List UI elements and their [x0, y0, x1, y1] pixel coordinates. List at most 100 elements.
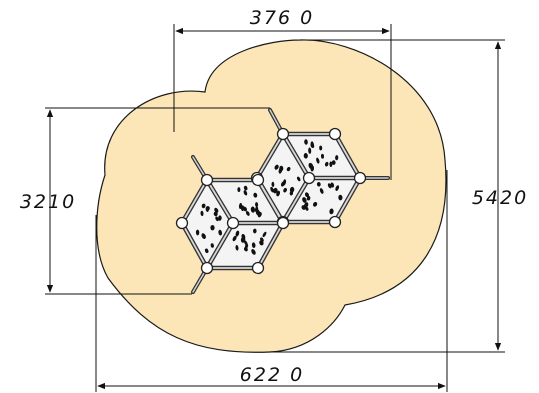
dimension-bottom-label: 622 0	[240, 364, 304, 386]
panel-dot	[205, 206, 210, 211]
panel-dot	[274, 164, 279, 170]
panel-dot	[296, 176, 301, 182]
frame-pipe-highlight	[282, 133, 310, 179]
panel-dot	[335, 185, 340, 191]
panel-dot	[283, 187, 287, 193]
panel-dot	[331, 160, 336, 165]
connector-ball	[328, 215, 342, 229]
panel-dot	[273, 187, 278, 194]
panel-dot	[218, 215, 222, 221]
dimension-bottom	[95, 170, 448, 392]
panel-dot	[270, 186, 274, 193]
panel-dot	[243, 190, 248, 196]
panel-dot	[304, 202, 309, 208]
panel-dot	[260, 237, 264, 242]
frame-pipe-highlight	[206, 222, 234, 269]
frame-pipe-highlight	[256, 133, 284, 179]
panel-dot	[306, 196, 311, 201]
panel-dot	[329, 208, 334, 215]
panel-dot	[255, 202, 259, 208]
panel-dot	[232, 235, 237, 242]
frame-pipe-highlight	[206, 179, 234, 224]
panel-dot	[286, 166, 291, 172]
frame-pipes	[179, 131, 363, 271]
panel-dot	[210, 225, 215, 231]
frame-pipe-highlight	[257, 222, 284, 269]
panel-dot	[335, 155, 339, 161]
panel-dot	[329, 161, 333, 167]
panel-dot	[324, 161, 329, 167]
connector-ball	[251, 173, 265, 187]
panel-dot	[320, 153, 325, 159]
panel-dot	[282, 179, 287, 186]
panel-dot	[271, 181, 275, 187]
panel-dot	[316, 157, 320, 164]
panel-dot	[319, 145, 323, 151]
panel-dot	[218, 229, 223, 236]
panel-dot	[327, 183, 332, 189]
panel-dot	[215, 216, 219, 222]
dimension-left-label: 3210	[20, 191, 76, 213]
panel-dot	[243, 185, 248, 191]
connector-ball	[251, 261, 265, 275]
panel-dot	[310, 165, 315, 172]
panel-dot	[214, 207, 219, 213]
connector-balls	[175, 127, 367, 275]
panel-dot	[200, 210, 204, 217]
panel-dot	[241, 233, 246, 240]
panel-dot	[310, 143, 315, 149]
dimension-top	[173, 24, 392, 180]
panel-dot	[245, 210, 250, 216]
panel-dot	[279, 165, 284, 172]
panel-dot	[316, 182, 321, 187]
panel-dot	[237, 187, 241, 192]
panel-dot	[210, 243, 214, 248]
connector-ball	[200, 261, 214, 275]
panel-dot	[195, 229, 200, 236]
connector-ball	[353, 171, 367, 185]
panel-dot	[305, 206, 309, 211]
panel-dot	[244, 240, 248, 246]
frame-pipe-highlight	[257, 179, 284, 224]
dimension-right-label: 5420	[472, 187, 528, 209]
panel-dot	[238, 202, 243, 209]
panel-dot	[338, 194, 343, 201]
panel-dot	[302, 197, 307, 203]
panel-dot	[276, 190, 281, 197]
panel-dot	[304, 192, 310, 198]
panel-dot	[201, 233, 206, 239]
panel-dot	[255, 209, 260, 216]
panel-dot	[262, 231, 267, 238]
connector-ball	[226, 216, 240, 230]
climbing-structure	[175, 108, 390, 294]
panel-dot	[303, 153, 308, 159]
panel-dot	[312, 201, 318, 207]
panel-dot	[204, 248, 209, 254]
dimension-top-label: 376 0	[250, 7, 314, 29]
panel-dot	[251, 249, 256, 255]
panel-dot	[289, 190, 294, 196]
panel-dot	[253, 192, 258, 198]
dimension-left	[45, 107, 270, 295]
panel-dot	[251, 242, 256, 248]
panel-dot	[243, 247, 248, 252]
frame-pipe-highlight	[181, 222, 208, 269]
connector-ball	[200, 173, 214, 187]
panel-dot	[235, 230, 240, 237]
frame-pipe-highlight	[334, 177, 361, 223]
panel-dot	[252, 228, 257, 234]
panel-dot	[319, 188, 324, 194]
dimension-right	[270, 39, 505, 353]
panel-dot	[308, 147, 312, 154]
frame-pipe-highlight	[282, 177, 310, 223]
connector-ball	[328, 127, 342, 141]
frame-pipe-highlight	[181, 179, 208, 224]
connector-ball	[276, 216, 290, 230]
panel-dots	[195, 139, 343, 255]
panel-dot	[201, 203, 206, 209]
panel-dot	[250, 206, 256, 213]
connector-ball	[302, 171, 316, 185]
connector-ball	[276, 127, 290, 141]
panel-dot	[304, 139, 308, 145]
